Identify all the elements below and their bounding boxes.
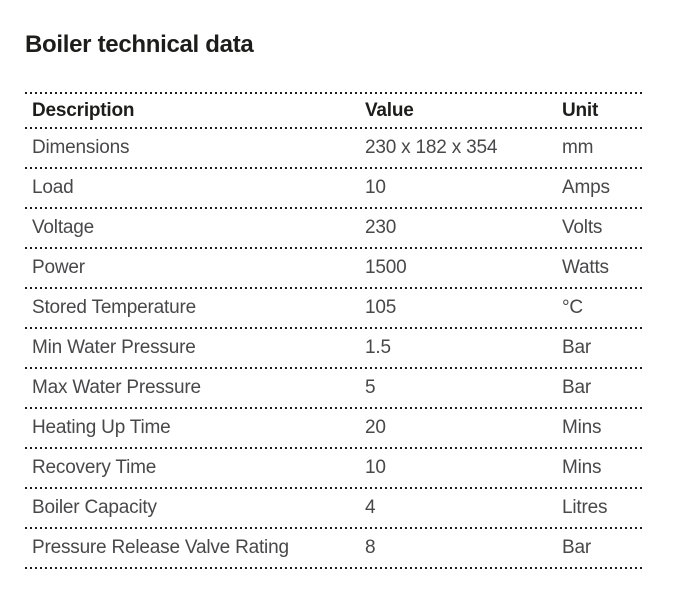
header-divider [25, 127, 642, 129]
table-row: Max Water Pressure 5 Bar [25, 369, 642, 407]
row-value: 20 [365, 417, 386, 438]
row-description: Dimensions [32, 137, 130, 158]
row-description: Heating Up Time [32, 417, 171, 438]
table-row: Dimensions 230 x 182 x 354 mm [25, 129, 642, 167]
table-row: Boiler Capacity 4 Litres [25, 489, 642, 527]
row-divider [25, 527, 642, 529]
row-divider [25, 567, 642, 569]
row-description: Boiler Capacity [32, 497, 157, 518]
row-divider [25, 247, 642, 249]
row-unit: °C [562, 297, 583, 318]
row-unit: Bar [562, 377, 591, 398]
table-row: Stored Temperature 105 °C [25, 289, 642, 327]
row-description: Load [32, 177, 74, 198]
table-row: Load 10 Amps [25, 169, 642, 207]
row-unit: Amps [562, 177, 610, 198]
row-description: Max Water Pressure [32, 377, 201, 398]
row-value: 8 [365, 537, 376, 558]
table-row: Power 1500 Watts [25, 249, 642, 287]
row-value: 4 [365, 497, 376, 518]
row-unit: Bar [562, 337, 591, 358]
table-row: Recovery Time 10 Mins [25, 449, 642, 487]
row-value: 230 x 182 x 354 [365, 137, 498, 158]
boiler-spec-table: Description Value Unit Dimensions 230 x … [25, 92, 642, 569]
row-divider [25, 487, 642, 489]
row-value: 105 [365, 297, 397, 318]
row-description: Power [32, 257, 85, 278]
row-unit: Watts [562, 257, 609, 278]
row-description: Recovery Time [32, 457, 157, 478]
row-divider [25, 407, 642, 409]
row-divider [25, 207, 642, 209]
row-value: 1.5 [365, 337, 391, 358]
table-top-divider [25, 92, 642, 94]
row-description: Min Water Pressure [32, 337, 196, 358]
row-unit: Bar [562, 537, 591, 558]
table-body: Dimensions 230 x 182 x 354 mm Load 10 Am… [25, 129, 642, 569]
row-divider [25, 447, 642, 449]
row-description: Stored Temperature [32, 297, 196, 318]
row-unit: Litres [562, 497, 608, 518]
column-header-unit: Unit [562, 99, 599, 121]
row-value: 1500 [365, 257, 407, 278]
row-unit: Mins [562, 457, 602, 478]
page-title: Boiler technical data [25, 31, 254, 58]
column-header-value: Value [365, 99, 414, 121]
row-value: 10 [365, 177, 386, 198]
row-divider [25, 287, 642, 289]
table-header-row: Description Value Unit [25, 94, 642, 127]
row-value: 5 [365, 377, 376, 398]
row-description: Voltage [32, 217, 94, 238]
table-row: Heating Up Time 20 Mins [25, 409, 642, 447]
row-unit: mm [562, 137, 594, 158]
row-description: Pressure Release Valve Rating [32, 537, 289, 558]
row-value: 10 [365, 457, 386, 478]
row-unit: Volts [562, 217, 603, 238]
row-value: 230 [365, 217, 397, 238]
table-row: Pressure Release Valve Rating 8 Bar [25, 529, 642, 567]
table-row: Voltage 230 Volts [25, 209, 642, 247]
column-header-description: Description [32, 99, 135, 121]
row-divider [25, 167, 642, 169]
row-divider [25, 327, 642, 329]
table-row: Min Water Pressure 1.5 Bar [25, 329, 642, 367]
row-unit: Mins [562, 417, 602, 438]
row-divider [25, 367, 642, 369]
